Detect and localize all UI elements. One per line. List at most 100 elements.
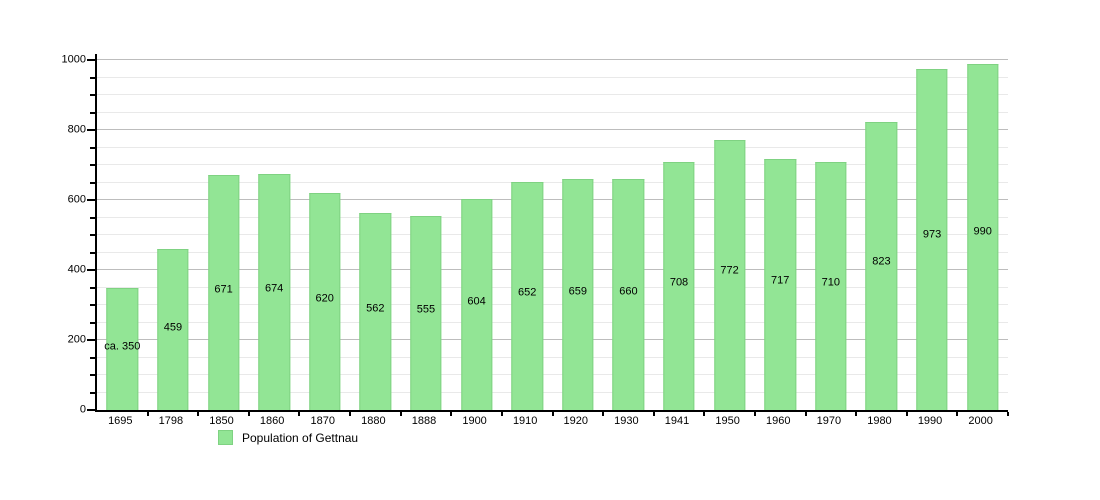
- x-tick-label: 1870: [310, 415, 335, 427]
- bar-slot: ca. 350: [97, 60, 148, 410]
- bar-slot: 459: [148, 60, 199, 410]
- y-axis-tick: [87, 129, 95, 131]
- y-axis-tick: [90, 181, 95, 184]
- x-tick-label: 1860: [259, 415, 285, 427]
- y-axis-tick: [90, 94, 95, 96]
- gridline-minor: [97, 391, 1008, 393]
- gridline-major: [97, 269, 1008, 270]
- x-tick-label: 1980: [867, 415, 892, 427]
- bar: 659: [562, 179, 594, 410]
- x-axis-tick: [197, 412, 200, 416]
- x-tick-label: 1900: [462, 415, 487, 427]
- x-tick-label: 1695: [108, 415, 133, 427]
- x-tick-label: 1970: [816, 415, 842, 427]
- x-axis-labels: 1695 1798 1850 1860 1870 1880 1888 1900 1910 1920…: [95, 416, 1006, 427]
- gridline-minor: [97, 111, 1008, 113]
- x-axis-tick: [652, 412, 655, 416]
- bar-slot: 674: [249, 60, 300, 410]
- bar-value-label: 973: [922, 228, 942, 241]
- gridline-minor: [97, 234, 1008, 235]
- bar-value-label: 620: [315, 292, 334, 305]
- x-axis-tick: [703, 412, 706, 416]
- bar: 459: [157, 249, 189, 410]
- bar: 555: [410, 215, 442, 410]
- y-axis-tick: [87, 59, 95, 61]
- bar-value-label: ca. 350: [104, 340, 141, 353]
- x-axis-tick: [602, 412, 605, 416]
- y-tick-label: 0: [79, 403, 86, 416]
- bar-slot: 708: [654, 60, 705, 410]
- y-axis-tick: [90, 304, 95, 306]
- gridline-minor: [97, 146, 1008, 148]
- y-axis-tick: [90, 76, 95, 79]
- bar: 652: [511, 181, 543, 410]
- bar-slot: 671: [198, 60, 249, 410]
- y-axis-tick: [87, 199, 95, 201]
- bar: ca. 350: [104, 287, 141, 410]
- x-tick-label: 1798: [158, 415, 184, 427]
- bar-slot: 562: [350, 60, 401, 410]
- bar-slot: 620: [299, 60, 350, 410]
- x-axis-tick: [247, 412, 250, 416]
- y-tick-label: 800: [67, 123, 86, 136]
- grid-layer: [97, 59, 1008, 410]
- y-axis-tick: [90, 111, 95, 114]
- bar: 710: [815, 161, 847, 410]
- x-tick-label: 1888: [411, 415, 437, 427]
- y-tick-label: 600: [67, 193, 86, 206]
- x-axis-tick: [905, 412, 908, 416]
- bar-value-label: 772: [720, 264, 739, 277]
- bar-value-label: 555: [416, 303, 436, 316]
- gridline-minor: [97, 286, 1008, 288]
- y-axis-tick: [90, 234, 95, 236]
- gridline-minor: [97, 164, 1008, 165]
- x-tick-label: 1990: [917, 415, 943, 427]
- x-tick-label: 1930: [614, 415, 639, 427]
- bar-slot: 717: [755, 60, 806, 410]
- y-axis-labels: 0 200 400 600 800 1000: [0, 54, 86, 415]
- y-axis-tick: [90, 216, 95, 219]
- bar: 562: [359, 213, 392, 410]
- x-tick-label: 1910: [512, 415, 538, 427]
- plot-area: ca. 350 459 671 674 620 562 555 604 652 659 660 708…: [87, 54, 1009, 416]
- bar: 604: [460, 198, 493, 410]
- bar-value-label: 604: [467, 295, 486, 308]
- x-tick-label: 1850: [209, 415, 234, 427]
- bar: 674: [258, 174, 290, 410]
- bar: 973: [916, 69, 948, 410]
- legend: Population of Gettnau: [218, 430, 358, 445]
- x-axis-tick: [450, 412, 453, 416]
- bar-slot: 659: [552, 60, 603, 410]
- y-axis-tick: [87, 339, 95, 341]
- bar-value-label: 659: [568, 285, 587, 298]
- x-tick-label: 1950: [715, 415, 740, 427]
- y-axis-tick: [90, 391, 95, 394]
- x-tick-label: 1920: [563, 415, 589, 427]
- bar-value-label: 823: [872, 255, 891, 268]
- gridline-minor: [97, 76, 1008, 78]
- bar: 717: [764, 159, 796, 410]
- x-tick-label: 1960: [765, 415, 791, 427]
- x-axis-tick: [298, 412, 301, 416]
- y-axis-tick: [87, 269, 95, 271]
- gridline-minor: [97, 321, 1008, 323]
- x-tick-label: 1880: [361, 415, 386, 427]
- gridline-minor: [97, 374, 1008, 375]
- bar: 990: [966, 63, 999, 410]
- gridline-minor: [97, 304, 1008, 305]
- bar-value-label: 652: [517, 286, 537, 299]
- x-axis-tick: [500, 412, 503, 416]
- legend-label: Population of Gettnau: [242, 430, 359, 445]
- y-axis-tick: [90, 374, 95, 376]
- gridline-major: [97, 339, 1008, 340]
- y-tick-label: 200: [67, 333, 86, 346]
- bar-slot: 604: [451, 60, 502, 410]
- x-axis-tick: [146, 412, 149, 416]
- bar-slot: 823: [856, 60, 907, 410]
- bar-value-label: 671: [214, 283, 233, 296]
- gridline-major: [97, 129, 1008, 130]
- x-axis-tick: [855, 412, 858, 416]
- y-axis-tick: [90, 146, 95, 149]
- bar: 708: [663, 162, 695, 410]
- x-axis-tick: [551, 412, 554, 416]
